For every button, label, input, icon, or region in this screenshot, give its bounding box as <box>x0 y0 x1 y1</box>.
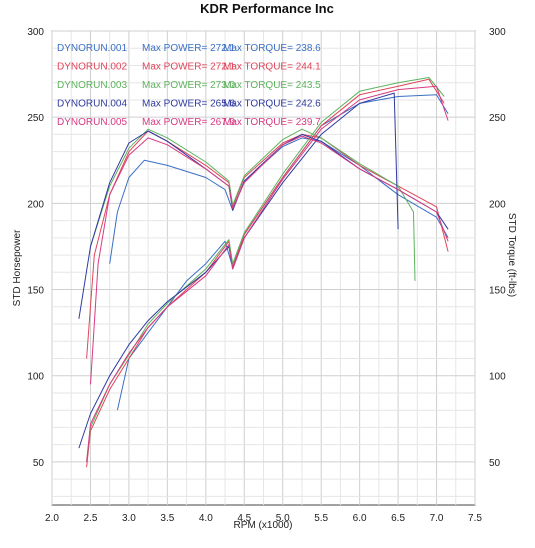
legend-series-name: DYNORUN.001 <box>57 43 127 54</box>
grid <box>51 30 476 505</box>
legend-series-name: DYNORUN.003 <box>57 80 127 91</box>
y2-axis-title: STD Torque (ft-lbs) <box>506 213 517 297</box>
y-axis-title: STD Horsepower <box>12 229 23 306</box>
x-tick-label: 3.5 <box>160 513 174 524</box>
series-dynorun-005 <box>86 85 449 462</box>
y2-tick-label: 100 <box>489 372 506 383</box>
y-tick-label: 100 <box>27 372 44 383</box>
x-tick-label: 7.0 <box>430 513 444 524</box>
x-tick-label: 5.5 <box>314 513 328 524</box>
legend-max-power: Max POWER= 272.1 <box>142 43 236 54</box>
legend-max-power: Max POWER= 265.6 <box>142 99 236 110</box>
y-tick-label: 250 <box>27 113 44 124</box>
y-tick-label: 300 <box>27 27 44 38</box>
y-tick-labels: 50 100 150 200 250 300 <box>27 27 44 469</box>
x-tick-label: 3.0 <box>122 513 136 524</box>
legend-max-torque: Max TORQUE= 244.1 <box>223 62 321 73</box>
legend-max-torque: Max TORQUE= 243.5 <box>223 80 321 91</box>
y2-tick-label: 300 <box>489 27 506 38</box>
torque-curve <box>90 128 416 281</box>
chart-title: KDR Performance Inc <box>200 1 334 16</box>
x-tick-label: 4.5 <box>237 513 251 524</box>
torque-curve <box>90 135 449 385</box>
power-curve <box>86 85 449 462</box>
x-tick-label: 6.0 <box>353 513 367 524</box>
legend-max-power: Max POWER= 273.0 <box>142 80 236 91</box>
y2-tick-label: 150 <box>489 286 506 297</box>
y2-tick-label: 250 <box>489 113 506 124</box>
legend-max-power: Max POWER= 272.1 <box>142 62 236 73</box>
legend-series-name: DYNORUN.002 <box>57 62 127 73</box>
x-tick-label: 7.5 <box>468 513 482 524</box>
x-axis-title: RPM (x1000) <box>234 520 293 531</box>
y-tick-label: 50 <box>33 458 45 469</box>
legend-series-name: DYNORUN.004 <box>57 99 127 110</box>
y2-tick-label: 50 <box>489 458 501 469</box>
legend-max-torque: Max TORQUE= 242.6 <box>223 99 321 110</box>
y2-tick-label: 200 <box>489 199 506 210</box>
x-tick-label: 5.0 <box>276 513 290 524</box>
x-tick-labels: 2.0 2.5 3.0 3.5 4.0 4.5 5.0 5.5 6.0 6.5 7.0 7.5 <box>45 513 482 524</box>
legend-series-name: DYNORUN.005 <box>57 117 127 128</box>
y-tick-label: 200 <box>27 199 44 210</box>
y-tick-label: 150 <box>27 286 44 297</box>
legend-max-torque: Max TORQUE= 238.6 <box>223 43 321 54</box>
legend-max-torque: Max TORQUE= 239.7 <box>223 117 321 128</box>
x-tick-label: 6.5 <box>391 513 405 524</box>
x-tick-label: 2.5 <box>84 513 98 524</box>
legend-max-power: Max POWER= 267.9 <box>142 117 236 128</box>
series-group <box>78 77 449 468</box>
x-tick-label: 4.0 <box>199 513 213 524</box>
x-tick-label: 2.0 <box>45 513 59 524</box>
y2-tick-labels: 50 100 150 200 250 300 <box>489 27 506 469</box>
